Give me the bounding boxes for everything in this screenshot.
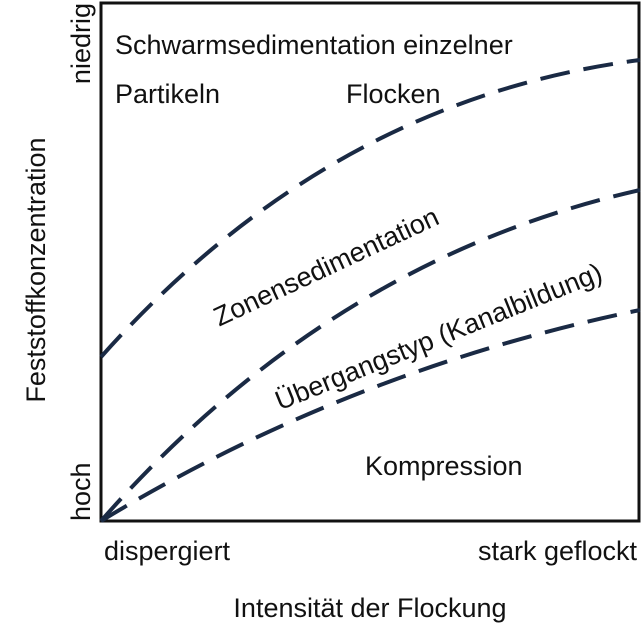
boundary-curve [99, 188, 641, 523]
y-axis-label: Feststoffkonzentration [21, 137, 51, 402]
x-axis-label: Intensität der Flockung [233, 593, 506, 623]
region-label: Kompression [365, 451, 523, 481]
region-label: Flocken [346, 79, 441, 109]
y-top-label: niedrig [66, 3, 96, 84]
boundary-curve [99, 58, 641, 359]
frame [99, 1, 641, 523]
region-label: Schwarmsedimentation einzelner [115, 30, 513, 60]
boundary-curve [99, 308, 641, 523]
x-left-label: dispergiert [104, 536, 231, 566]
region-label: Partikeln [115, 79, 220, 109]
y-bottom-label: hoch [66, 462, 96, 521]
x-right-label: stark geflockt [478, 536, 638, 566]
